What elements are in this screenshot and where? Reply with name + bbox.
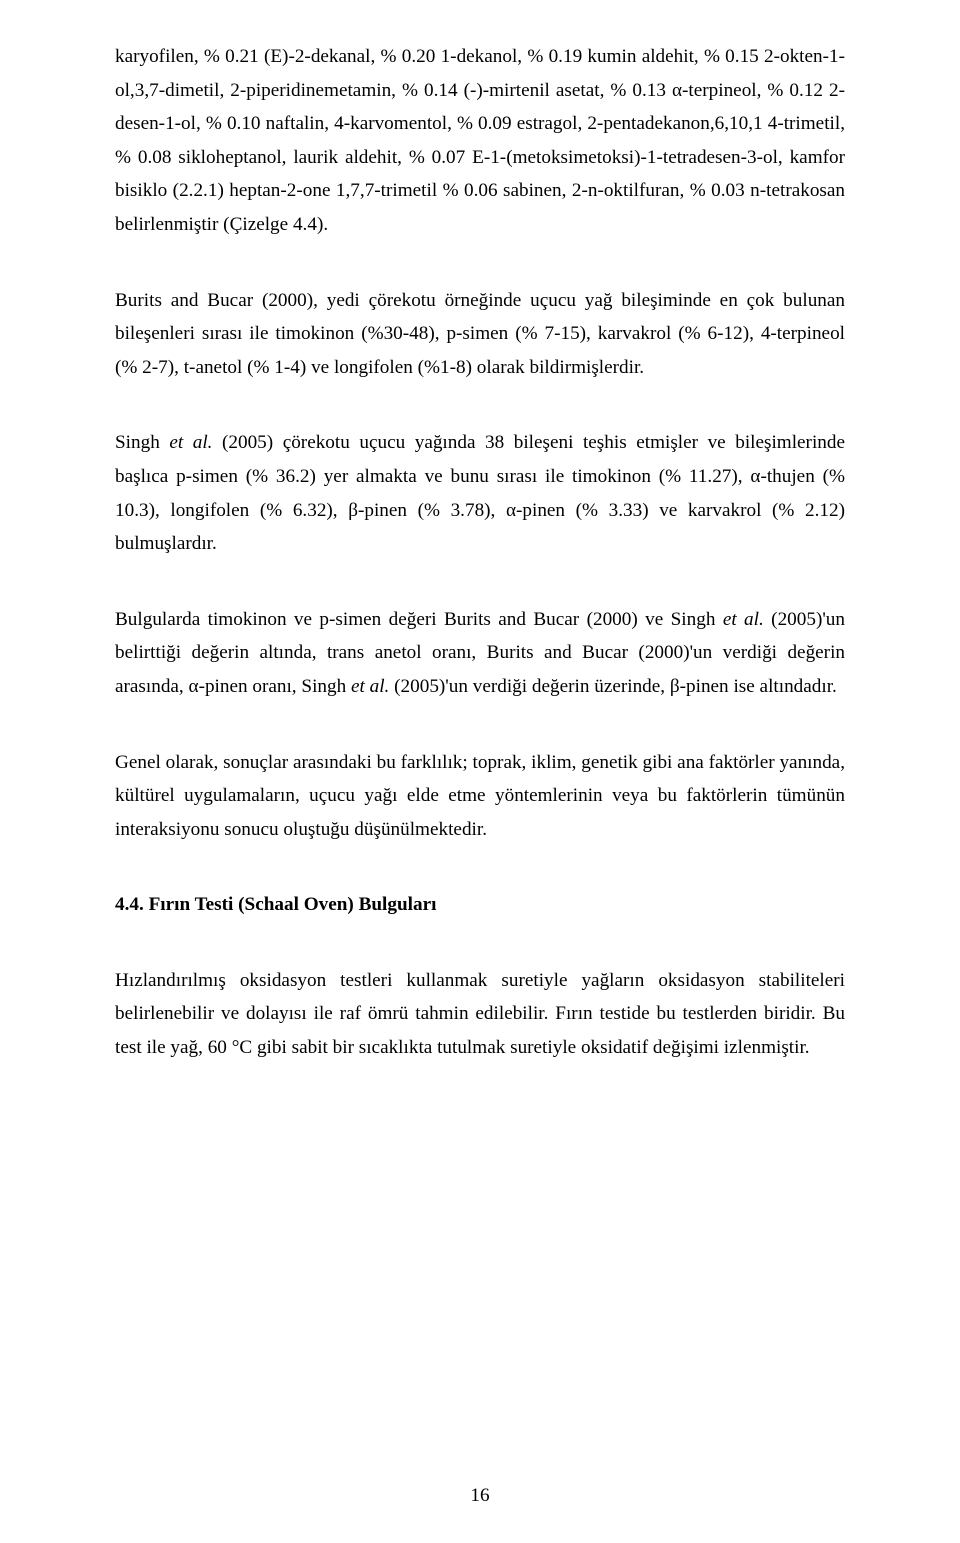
text-span: Bulgularda timokinon ve p-simen değeri B… xyxy=(115,609,723,630)
document-page: karyofilen, % 0.21 (E)-2-dekanal, % 0.20… xyxy=(0,0,960,1543)
italic-citation: et al. xyxy=(351,676,389,697)
text-span: (2005)'un verdiği değerin üzerinde, β-pi… xyxy=(389,676,836,697)
section-heading: 4.4. Fırın Testi (Schaal Oven) Bulguları xyxy=(115,888,845,922)
italic-citation: et al. xyxy=(169,432,212,453)
text-span: (2005) çörekotu uçucu yağında 38 bileşen… xyxy=(115,432,845,554)
paragraph-4: Bulgularda timokinon ve p-simen değeri B… xyxy=(115,603,845,704)
italic-citation: et al. xyxy=(723,609,764,630)
paragraph-6: Hızlandırılmış oksidasyon testleri kulla… xyxy=(115,964,845,1065)
paragraph-2: Burits and Bucar (2000), yedi çörekotu ö… xyxy=(115,284,845,385)
text-span: Singh xyxy=(115,432,169,453)
page-number: 16 xyxy=(0,1479,960,1513)
paragraph-5: Genel olarak, sonuçlar arasındaki bu far… xyxy=(115,746,845,847)
paragraph-1: karyofilen, % 0.21 (E)-2-dekanal, % 0.20… xyxy=(115,40,845,242)
paragraph-3: Singh et al. (2005) çörekotu uçucu yağın… xyxy=(115,426,845,560)
